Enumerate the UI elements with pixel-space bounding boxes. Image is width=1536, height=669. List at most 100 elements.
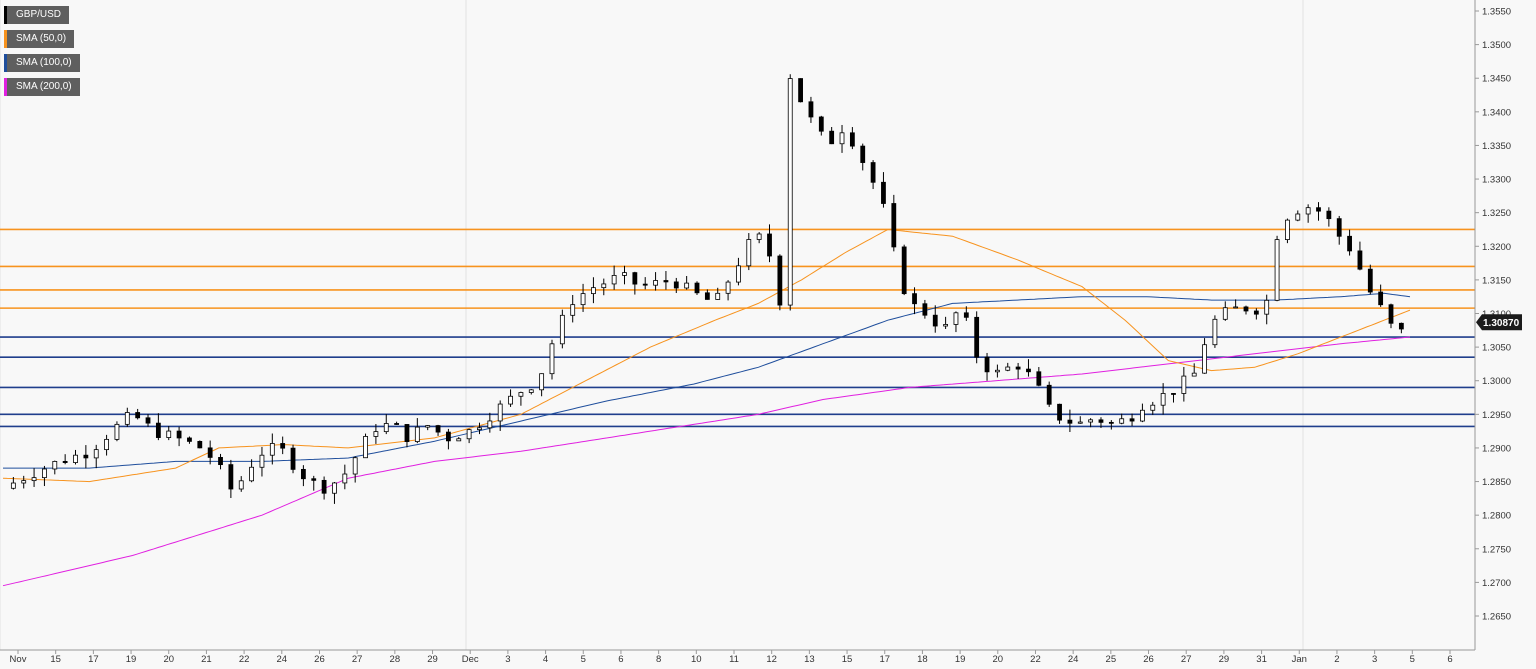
candle-bear [777, 255, 783, 306]
candle-bear [891, 203, 897, 248]
candle-bull [104, 438, 109, 451]
candle-bull [1305, 207, 1311, 215]
candle-bear [767, 233, 772, 257]
candle-bull [549, 343, 555, 375]
candle-bull [166, 430, 172, 438]
candle-bull [570, 304, 576, 316]
candle-bear [1067, 419, 1073, 424]
candle-bull [466, 429, 472, 440]
candle-bear [974, 316, 980, 358]
candle-bull [1119, 418, 1125, 424]
x-tick-label: 25 [1106, 654, 1117, 665]
candle-bull [31, 477, 37, 482]
x-tick-label: 5 [1410, 654, 1415, 665]
sma200-line [2, 336, 1411, 587]
candle-bull [736, 265, 741, 283]
candle-bear [218, 457, 223, 466]
x-tick-label: 24 [1068, 654, 1079, 665]
candle-bear [1388, 304, 1394, 324]
candle-bull [591, 287, 596, 295]
candle-bull [269, 443, 275, 456]
candle-bear [1253, 310, 1259, 315]
candle-bear [798, 78, 803, 103]
candle-bull [839, 132, 845, 145]
candle-bear [321, 479, 327, 494]
candle-bull [653, 280, 658, 286]
candle-bear [187, 437, 192, 442]
x-tick-label: 12 [766, 654, 777, 665]
candle-bull [477, 427, 482, 431]
y-tick-label: 1.3500 [1482, 40, 1511, 51]
x-tick-label: 5 [581, 654, 586, 665]
x-tick-label: 3 [1372, 654, 1377, 665]
candle-bear [1336, 218, 1342, 237]
y-tick-label: 1.3000 [1482, 376, 1511, 387]
candle-bull [746, 239, 752, 267]
candle-bear [1398, 322, 1404, 330]
support-resistance-lines [0, 228, 1475, 428]
candle-bear [1026, 368, 1031, 373]
x-axis-ticks: Nov 15 17 19 20 21 22 24 26 27 28 29 Dec 3 4 5 6 8 10 11 12 1… [10, 650, 1453, 665]
candle-bull [352, 457, 358, 475]
candles [10, 74, 1404, 504]
x-tick-label: 19 [955, 654, 966, 665]
y-tick-label: 1.2650 [1482, 612, 1511, 623]
candle-bull [1264, 299, 1270, 315]
candle-bear [829, 130, 835, 145]
x-tick-label: 17 [88, 654, 99, 665]
candle-bear [704, 292, 710, 300]
candle-bear [311, 478, 317, 481]
candle-bear [300, 468, 306, 480]
candle-bear [808, 101, 814, 118]
candle-bull [953, 312, 959, 325]
x-tick-label: 20 [993, 654, 1004, 665]
x-tick-label: 20 [163, 654, 174, 665]
candle-bull [259, 454, 265, 468]
candle-bull [1160, 393, 1166, 406]
x-tick-label: 27 [1181, 654, 1192, 665]
candle-bear [176, 430, 182, 439]
candle-bull [332, 482, 337, 494]
candle-bull [518, 392, 524, 397]
candle-bear [870, 162, 876, 183]
candle-bear [912, 293, 917, 305]
candle-bear [394, 423, 400, 425]
candle-bull [1191, 372, 1197, 377]
candle-bull [1222, 307, 1228, 320]
y-tick-label: 1.3250 [1482, 208, 1511, 219]
plot-background [0, 0, 1475, 650]
legend-sma50: SMA (50,0) [4, 30, 75, 48]
candle-bear [922, 303, 928, 316]
candle-bull [1233, 306, 1239, 309]
candle-bear [818, 116, 824, 132]
candle-bull [93, 449, 99, 459]
candle-bear [435, 425, 441, 433]
candle-bull [383, 423, 389, 433]
candle-bear [1378, 291, 1384, 306]
candle-bear [228, 464, 234, 490]
x-tick-label: Dec [462, 654, 479, 665]
candle-bull [114, 423, 120, 440]
candle-bull [1181, 375, 1187, 394]
candle-bear [1326, 210, 1332, 220]
candle-bull [1077, 421, 1083, 424]
candle-bull [943, 324, 949, 327]
y-tick-label: 1.3150 [1482, 275, 1511, 286]
candle-bull [497, 403, 503, 422]
candle-bull [528, 389, 534, 393]
y-tick-label: 1.3550 [1482, 7, 1511, 18]
sma100-line [3, 292, 1411, 469]
candle-bear [1171, 393, 1176, 395]
x-tick-label: 6 [1447, 654, 1452, 665]
candle-bear [849, 132, 855, 147]
candle-bear [1316, 207, 1321, 212]
y-tick-label: 1.3200 [1482, 242, 1511, 253]
candle-bull [611, 275, 617, 285]
legend-gbpusd: GBP/USD [4, 6, 70, 24]
x-tick-label: 10 [691, 654, 702, 665]
x-tick-label: 11 [729, 654, 739, 665]
candle-bear [673, 281, 679, 289]
x-tick-label: 26 [314, 654, 325, 665]
x-tick-label: 31 [1256, 654, 1267, 665]
candle-bull [73, 454, 78, 463]
